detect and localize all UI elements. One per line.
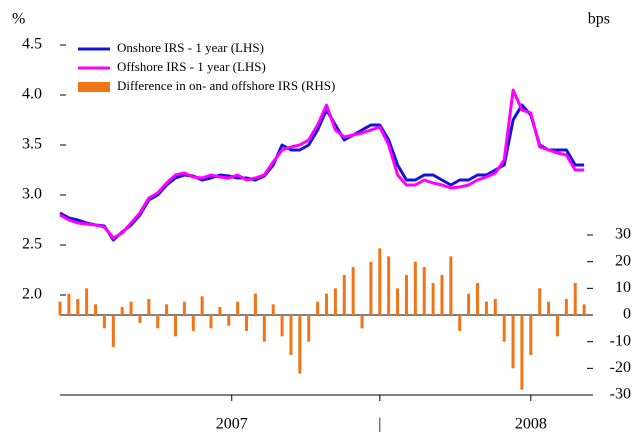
diff-bar: [342, 275, 346, 315]
y2-tick-label: 0: [623, 306, 631, 323]
diff-bar: [520, 315, 524, 390]
diff-bar: [76, 299, 80, 315]
diff-bar: [484, 301, 488, 315]
diff-bar: [138, 315, 142, 323]
diff-bar: [67, 293, 71, 315]
diff-bar: [147, 299, 151, 315]
diff-bar: [360, 315, 364, 329]
diff-bar: [271, 304, 275, 315]
diff-bar: [555, 315, 559, 337]
diff-bar: [538, 288, 542, 315]
diff-bar: [369, 261, 373, 315]
diff-bar: [449, 256, 453, 315]
diff-bar: [396, 288, 400, 315]
diff-bar: [209, 315, 213, 329]
diff-bar: [120, 307, 124, 315]
diff-bar: [333, 288, 337, 315]
diff-bar: [467, 293, 471, 315]
diff-bar: [440, 275, 444, 315]
diff-bar: [378, 248, 382, 315]
diff-bar: [227, 315, 231, 326]
legend-label: Onshore IRS - 1 year (LHS): [117, 40, 264, 55]
y2-tick-label: 20: [615, 252, 631, 269]
diff-bar: [245, 315, 249, 331]
y-tick-label: 2.0: [22, 286, 42, 303]
diff-bar: [307, 315, 311, 342]
diff-bar: [573, 283, 577, 315]
diff-bar: [236, 301, 240, 315]
diff-bar: [262, 315, 266, 342]
diff-bar: [582, 304, 586, 315]
diff-bar: [182, 301, 186, 315]
diff-bar: [511, 315, 515, 369]
x-tick-label: 2008: [515, 416, 547, 433]
x-tick-label: |: [378, 416, 381, 433]
diff-bar: [298, 315, 302, 374]
diff-bar: [173, 315, 177, 337]
diff-bar: [58, 301, 62, 315]
diff-bar: [431, 283, 435, 315]
diff-bar: [156, 315, 160, 329]
diff-bar: [129, 301, 133, 315]
diff-bar: [165, 304, 169, 315]
diff-bar: [280, 315, 284, 337]
diff-bar: [502, 315, 506, 342]
y-unit-label: %: [12, 11, 25, 28]
diff-bar: [218, 307, 222, 315]
y2-tick-label: 30: [615, 226, 631, 243]
diff-bar: [422, 267, 426, 315]
y2-tick-label: 10: [615, 279, 631, 296]
series-line: [59, 103, 585, 242]
diff-bar: [253, 293, 257, 315]
y-tick-label: 4.5: [22, 36, 42, 53]
x-tick-label: 2007: [216, 416, 248, 433]
diff-bar: [493, 299, 497, 315]
diff-bar: [458, 315, 462, 331]
diff-bar: [316, 301, 320, 315]
diff-bar: [191, 315, 195, 331]
y2-tick-label: -10: [610, 332, 631, 349]
diff-bar: [404, 275, 408, 315]
diff-bar: [94, 304, 98, 315]
series-line: [59, 88, 585, 240]
legend-label: Offshore IRS - 1 year (LHS): [117, 59, 266, 74]
y-tick-label: 2.5: [22, 236, 42, 253]
diff-bar: [85, 288, 89, 315]
y-tick-label: 4.0: [22, 86, 42, 103]
diff-bar: [387, 256, 391, 315]
y2-tick-label: -20: [610, 359, 631, 376]
y-tick-label: 3.5: [22, 136, 42, 153]
diff-bar: [102, 315, 106, 329]
diff-bar: [325, 293, 328, 315]
diff-bar: [200, 296, 204, 315]
diff-bar: [547, 301, 551, 315]
legend-swatch: [78, 82, 110, 92]
y2-unit-label: bps: [588, 11, 610, 28]
diff-bar: [476, 283, 480, 315]
diff-bar: [529, 315, 533, 355]
y2-tick-label: -30: [610, 386, 631, 403]
diff-bar: [351, 267, 355, 315]
diff-bar: [111, 315, 115, 347]
diff-bar: [413, 261, 417, 315]
y-tick-label: 3.0: [22, 186, 42, 203]
diff-bar: [289, 315, 293, 355]
legend-label: Difference in on- and offshore IRS (RHS): [117, 78, 335, 93]
diff-bar: [564, 299, 568, 315]
